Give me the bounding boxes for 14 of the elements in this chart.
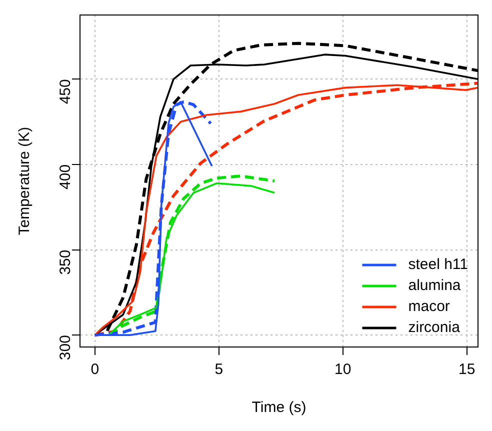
y-tick-label: 350 xyxy=(57,250,74,275)
x-tick-label: 5 xyxy=(214,361,224,378)
x-tick-label: 10 xyxy=(334,361,352,378)
y-tick-label: 450 xyxy=(57,79,74,104)
legend-label: macor xyxy=(408,298,450,316)
legend-label: alumina xyxy=(408,277,462,294)
legend-label: steel h11 xyxy=(408,256,468,274)
x-tick-label: 15 xyxy=(458,361,476,378)
legend-label: zirconia xyxy=(408,319,461,336)
y-axis-title: Temperature (K) xyxy=(16,126,34,236)
x-tick-label: 0 xyxy=(90,361,100,378)
y-tick-label: 300 xyxy=(57,335,74,360)
x-axis-title: Time (s) xyxy=(252,399,306,416)
y-tick-label: 400 xyxy=(57,164,74,190)
